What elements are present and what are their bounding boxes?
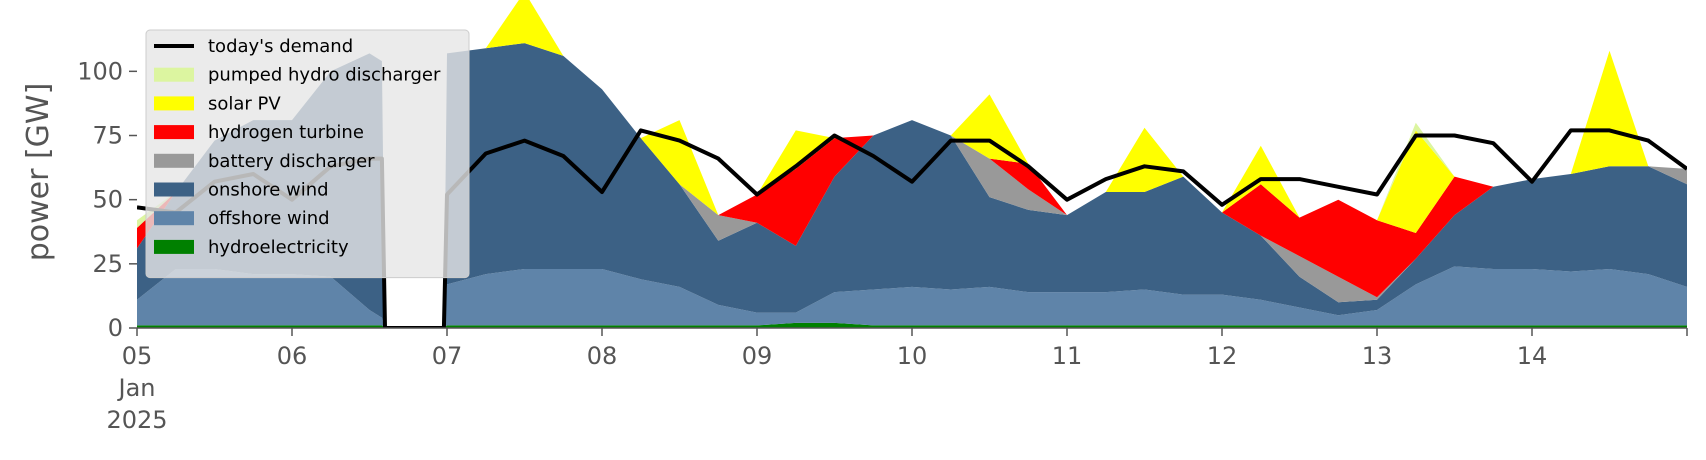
plot-area: [137, 0, 1687, 328]
legend-swatch-battery-discharger: [154, 153, 194, 168]
y-tick-label: 25: [92, 250, 123, 278]
x-tick-label: 2025: [106, 406, 167, 434]
y-tick-label: 100: [77, 57, 123, 85]
area-offshore-wind: [137, 266, 1687, 328]
x-tick-label: 09: [742, 342, 773, 370]
legend-swatch-solar-pv: [154, 96, 194, 111]
legend-swatch-hydroelectricity: [154, 239, 194, 254]
x-tick-label: 13: [1362, 342, 1393, 370]
x-tick-label: 10: [897, 342, 928, 370]
legend-label-onshore-wind: onshore wind: [208, 180, 329, 201]
x-tick-label: 12: [1207, 342, 1238, 370]
x-tick-label: 06: [277, 342, 308, 370]
legend-label-solar-pv: solar PV: [208, 93, 281, 114]
x-tick-label: 07: [432, 342, 463, 370]
legend: today's demand pumped hydro discharger sol…: [145, 29, 470, 279]
legend-label-pumped-hydro-discharger: pumped hydro discharger: [208, 65, 441, 86]
y-tick-label: 75: [92, 122, 123, 150]
area-battery-discharger: [137, 43, 1687, 328]
y-axis-label: power [GW]: [21, 83, 56, 262]
x-tick-label: 08: [587, 342, 618, 370]
legend-label-hydrogen-turbine: hydrogen turbine: [208, 122, 364, 143]
legend-label-today-s-demand: today's demand: [208, 36, 353, 57]
x-tick-label: Jan: [117, 374, 156, 402]
legend-label-hydroelectricity: hydroelectricity: [208, 237, 349, 258]
legend-box: [145, 29, 470, 279]
area-onshore-wind: [137, 43, 1687, 328]
y-tick-label: 50: [92, 186, 123, 214]
x-tick-label: 05: [122, 342, 153, 370]
axes: 0 25 50 75 100 05 Jan 2025 06 07 08 09 10 11 12 13 14: [77, 57, 1688, 434]
legend-label-offshore-wind: offshore wind: [208, 208, 330, 229]
legend-swatch-offshore-wind: [154, 211, 194, 226]
area-hydroelectricity: [137, 322, 1687, 328]
x-tick-label: 14: [1517, 342, 1548, 370]
legend-swatch-pumped-hydro-discharger: [154, 67, 194, 82]
legend-swatch-onshore-wind: [154, 182, 194, 197]
x-tick-label: 11: [1052, 342, 1083, 370]
legend-label-battery-discharger: battery discharger: [208, 151, 375, 172]
y-tick-label: 0: [108, 314, 123, 342]
legend-swatch-hydrogen-turbine: [154, 125, 194, 140]
